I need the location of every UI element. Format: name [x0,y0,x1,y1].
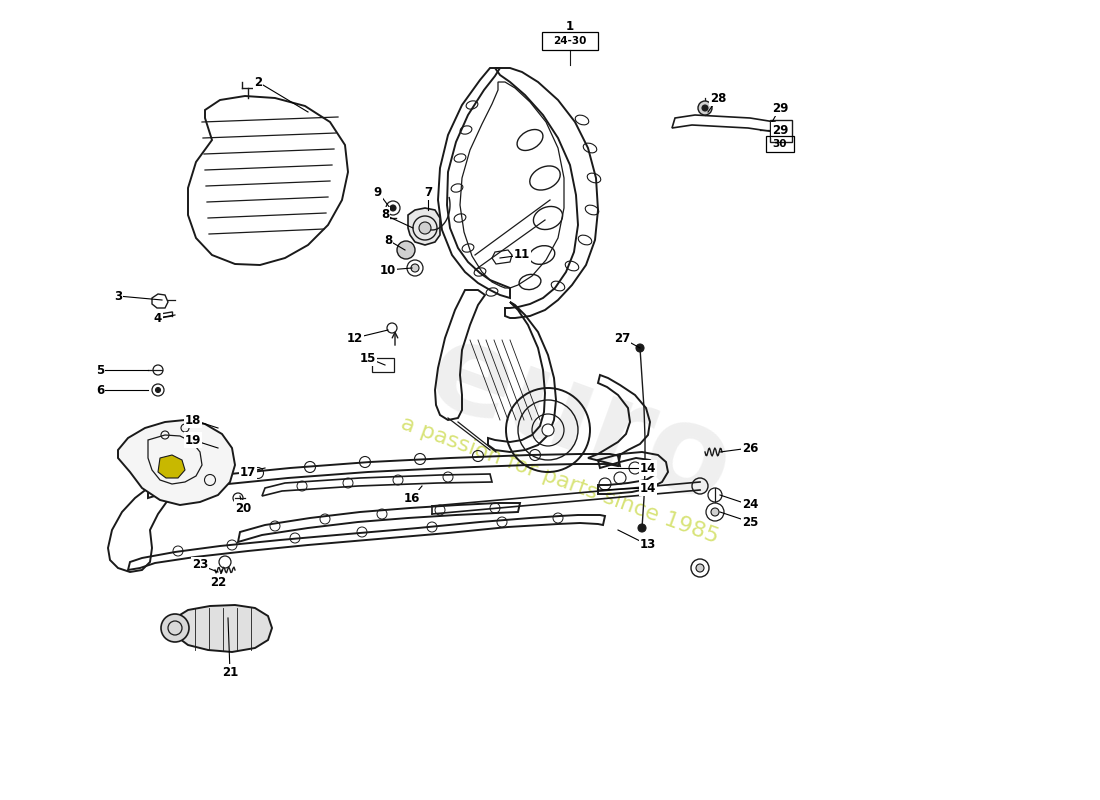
Circle shape [411,264,419,272]
Circle shape [161,614,189,642]
Text: 30: 30 [772,139,788,149]
Circle shape [702,105,708,111]
Text: 9: 9 [374,186,382,198]
Circle shape [155,387,161,393]
Text: 4: 4 [154,311,162,325]
Text: 19: 19 [185,434,201,446]
Circle shape [711,508,719,516]
Polygon shape [158,455,185,478]
Text: 21: 21 [222,666,238,678]
Text: 24: 24 [741,498,758,511]
Text: 29: 29 [772,123,789,137]
Text: 16: 16 [404,491,420,505]
Bar [770,120,792,142]
Text: 18: 18 [185,414,201,426]
Text: euro: euro [412,311,748,529]
Polygon shape [118,420,235,505]
Text: 14: 14 [640,462,657,474]
Text: 11: 11 [514,249,530,262]
Text: 6: 6 [96,383,104,397]
Circle shape [397,241,415,259]
Bar [766,136,794,152]
Text: 26: 26 [741,442,758,454]
Text: 25: 25 [741,515,758,529]
Text: 1: 1 [565,19,574,33]
Text: 20: 20 [235,502,251,514]
Text: 10: 10 [379,263,396,277]
Text: 2: 2 [254,75,262,89]
Text: 28: 28 [710,91,726,105]
Text: 27: 27 [614,331,630,345]
Circle shape [698,101,712,115]
Text: 29: 29 [772,102,789,114]
Text: 23: 23 [191,558,208,571]
Circle shape [390,205,396,211]
Text: 14: 14 [640,482,657,494]
Text: 22: 22 [210,575,227,589]
Circle shape [696,564,704,572]
Text: 3: 3 [114,290,122,302]
Text: 5: 5 [96,363,104,377]
Text: 7: 7 [424,186,432,198]
Bar [372,358,394,372]
Text: 8: 8 [381,209,389,222]
Text: 8: 8 [384,234,392,246]
Bar [542,32,598,50]
Polygon shape [174,605,272,652]
Circle shape [542,424,554,436]
Circle shape [419,222,431,234]
Polygon shape [408,208,440,245]
Circle shape [638,524,646,532]
Text: 15: 15 [360,351,376,365]
Text: a passion for parts since 1985: a passion for parts since 1985 [398,413,722,547]
Circle shape [636,344,644,352]
Text: 13: 13 [640,538,656,551]
Text: 24-30: 24-30 [553,36,586,46]
Text: 12: 12 [346,331,363,345]
Text: 17: 17 [240,466,256,478]
